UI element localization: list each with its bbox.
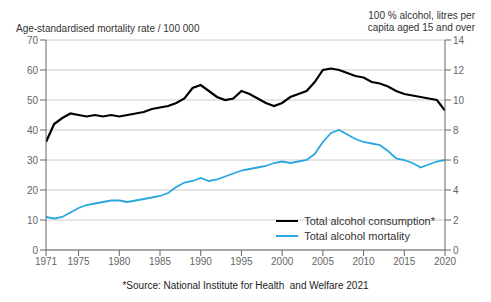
svg-text:1990: 1990 (190, 256, 213, 267)
html-text:*Source: National Institute fo: *Source: National Institute for Health a… (122, 280, 369, 291)
svg-text:10: 10 (27, 215, 39, 226)
svg-text:2000: 2000 (271, 256, 294, 267)
svg-text:2015: 2015 (393, 256, 416, 267)
svg-text:50: 50 (27, 95, 39, 106)
svg-text:40: 40 (27, 125, 39, 136)
svg-text:8: 8 (453, 125, 459, 136)
svg-text:6: 6 (453, 155, 459, 166)
svg-text:4: 4 (453, 185, 459, 196)
html-text:Age-standardised mortality rat: Age-standardised mortality rate / 100 00… (16, 23, 200, 34)
svg-text:2005: 2005 (312, 256, 335, 267)
svg-text:20: 20 (27, 185, 39, 196)
svg-text:14: 14 (453, 35, 465, 46)
svg-text:1980: 1980 (108, 256, 131, 267)
svg-text:30: 30 (27, 155, 39, 166)
svg-text:2020: 2020 (434, 256, 457, 267)
html-text:Total alcohol mortality: Total alcohol mortality (304, 230, 410, 242)
svg-text:2010: 2010 (352, 256, 375, 267)
svg-text:1995: 1995 (230, 256, 253, 267)
svg-text:2: 2 (453, 215, 459, 226)
svg-text:1971: 1971 (35, 256, 58, 267)
html-text:100 % alcohol, litres per: 100 % alcohol, litres per (368, 10, 475, 21)
html-text:Total alcohol consumption*: Total alcohol consumption* (304, 215, 435, 227)
svg-text:10: 10 (453, 95, 465, 106)
svg-text:12: 12 (453, 65, 465, 76)
svg-text:1975: 1975 (67, 256, 90, 267)
html-text:capita aged 15 and over: capita aged 15 and over (367, 22, 475, 33)
svg-text:0: 0 (453, 245, 459, 256)
svg-text:60: 60 (27, 65, 39, 76)
svg-text:0: 0 (32, 245, 38, 256)
svg-text:70: 70 (27, 35, 39, 46)
svg-text:1985: 1985 (149, 256, 172, 267)
